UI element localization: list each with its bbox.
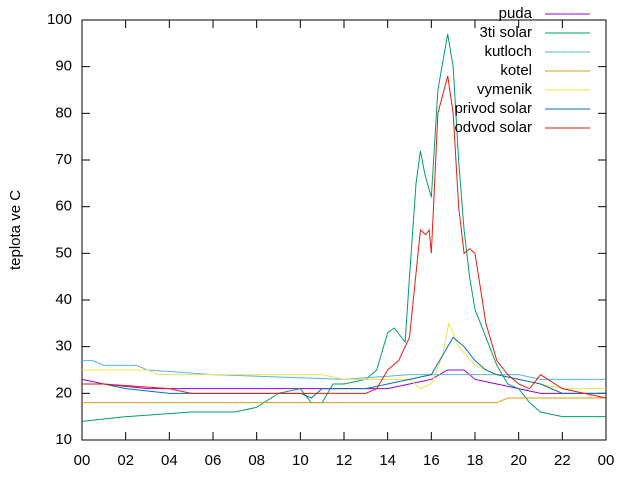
y-tick-label: 50 (55, 244, 72, 261)
legend-label: odvod solar (454, 119, 532, 136)
y-tick-label: 90 (55, 58, 72, 75)
x-tick-label: 12 (336, 452, 353, 469)
y-tick-label: 80 (55, 104, 72, 121)
legend-label: kotel (500, 62, 532, 79)
y-tick-label: 60 (55, 198, 72, 215)
y-tick-label: 20 (55, 384, 72, 401)
legend-label: kutloch (484, 43, 532, 60)
x-tick-label: 14 (379, 452, 396, 469)
x-tick-label: 16 (423, 452, 440, 469)
y-tick-label: 30 (55, 338, 72, 355)
x-tick-label: 10 (292, 452, 309, 469)
legend-label: 3ti solar (479, 24, 532, 41)
y-tick-label: 10 (55, 431, 72, 448)
x-tick-label: 04 (161, 452, 178, 469)
x-tick-label: 20 (510, 452, 527, 469)
y-tick-label: 100 (47, 11, 72, 28)
legend-label: vymenik (477, 81, 533, 98)
y-tick-label: 70 (55, 151, 72, 168)
x-tick-label: 18 (467, 452, 484, 469)
series-line (82, 75, 607, 399)
x-tick-label: 00 (74, 452, 91, 469)
series-line (82, 360, 606, 380)
x-tick-label: 22 (554, 452, 571, 469)
x-tick-label: 06 (205, 452, 222, 469)
series-line (81, 33, 606, 422)
y-tick-label: 40 (55, 291, 72, 308)
x-tick-label: 02 (117, 452, 134, 469)
x-tick-label: 08 (248, 452, 265, 469)
x-tick-label: 00 (598, 452, 615, 469)
series-line (82, 397, 606, 404)
legend-label: privod solar (454, 100, 532, 117)
legend-label: puda (499, 5, 533, 22)
y-axis-label: teplota ve C (7, 190, 24, 270)
series-line (82, 321, 606, 390)
